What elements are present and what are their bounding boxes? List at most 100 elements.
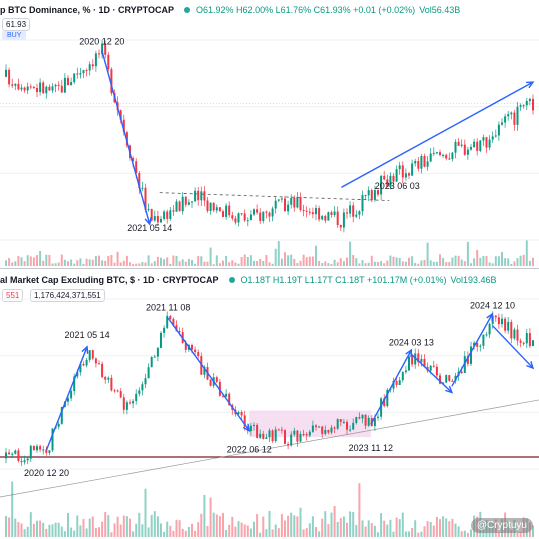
candle [479, 140, 482, 151]
volume-bar [522, 254, 525, 266]
candle [203, 191, 206, 201]
altcoin-marketcap-chart[interactable]: 2020 12 20 2021 05 14 2021 11 08 2022 06 12… [0, 269, 539, 539]
volume-bar [88, 259, 91, 266]
candle [48, 450, 51, 453]
candle [160, 332, 162, 348]
trend-arrow-head [144, 217, 152, 226]
candle [184, 342, 187, 350]
volume-bar [262, 260, 265, 266]
volume-bar [42, 522, 45, 537]
volume-bar [460, 531, 463, 537]
volume-bar [324, 261, 327, 266]
candle [122, 119, 125, 133]
trend-arrow [45, 346, 88, 451]
volume-bar [79, 258, 82, 266]
candle [5, 452, 7, 459]
candle [342, 212, 345, 228]
candle [414, 353, 417, 365]
candle [240, 213, 243, 215]
volume-bar [327, 524, 330, 537]
volume-bar [308, 256, 311, 266]
volume-bar [470, 263, 472, 266]
candle [302, 210, 305, 212]
candle [280, 429, 283, 431]
candle [225, 205, 228, 217]
bottom-symbol-title[interactable]: al Market Cap Excluding BTC, $ · 1D · CR… [0, 275, 219, 285]
volume-bar [191, 259, 193, 266]
candle [187, 202, 190, 205]
date-annotation: 2023 11 12 [349, 443, 393, 453]
volume-bar [466, 532, 469, 537]
volume-bar [473, 258, 476, 266]
volume-bar [318, 531, 321, 537]
candle [290, 197, 293, 205]
volume-bar [228, 262, 231, 266]
volume-bar [26, 255, 29, 266]
candle [82, 70, 85, 74]
volume-bar [206, 261, 209, 266]
candle [457, 141, 460, 146]
candle [361, 414, 364, 419]
volume-bar [408, 257, 410, 266]
volume-bar [367, 520, 370, 537]
volume-bar [408, 531, 410, 537]
btc-dominance-chart[interactable]: 2020 12 20 2021 05 14 2023 06 03 [0, 0, 539, 268]
candle [327, 212, 330, 221]
candle [119, 391, 122, 398]
candle [243, 213, 246, 221]
volume-bar [349, 241, 352, 266]
candle [408, 173, 410, 176]
volume-bar [125, 255, 128, 266]
volume-bar [336, 262, 339, 266]
volume-bar [439, 519, 441, 537]
volume-bar [70, 259, 73, 266]
volume-bar [358, 483, 361, 537]
candle [98, 53, 100, 55]
volume-bar [26, 526, 29, 537]
candle [432, 365, 435, 367]
volume-bar [178, 520, 181, 537]
volume-bar [32, 523, 35, 537]
candle [473, 342, 476, 347]
volume-bar [94, 527, 97, 537]
volume-bar [355, 258, 358, 266]
candle [36, 446, 38, 451]
candle [308, 431, 311, 436]
volume-bar [302, 529, 305, 537]
volume-bar [485, 256, 488, 266]
volume-bar [79, 525, 82, 537]
volume-bar [262, 516, 265, 537]
volume-bar [259, 258, 262, 266]
candle [110, 377, 113, 391]
pane-separator[interactable] [0, 268, 539, 269]
candle [383, 175, 386, 180]
candle [324, 430, 327, 434]
candle [32, 445, 35, 451]
volume-bar [370, 255, 373, 266]
candle [460, 371, 463, 374]
volume-bar [73, 263, 76, 266]
candle [336, 211, 339, 226]
candle [209, 379, 212, 386]
candle [305, 434, 308, 436]
volume-bar [73, 530, 76, 537]
candle [435, 366, 438, 376]
trend-arrow [410, 353, 453, 394]
candle [29, 86, 32, 88]
candle [256, 424, 259, 438]
top-symbol-title[interactable]: p BTC Dominance, % · 1D · CRYPTOCAP [0, 5, 175, 15]
candle [101, 43, 104, 54]
volume-bar [163, 531, 166, 537]
volume-bar [215, 514, 218, 537]
volume-bar [160, 257, 162, 266]
candle [259, 212, 262, 221]
volume-bar [187, 526, 190, 537]
volume-bar [442, 258, 445, 266]
volume-bar [463, 530, 466, 537]
candle [181, 196, 184, 212]
candle [197, 352, 200, 357]
buy-button[interactable]: BUY [2, 31, 27, 40]
volume-bar [246, 256, 249, 266]
candle [321, 216, 324, 220]
candle [228, 393, 231, 405]
